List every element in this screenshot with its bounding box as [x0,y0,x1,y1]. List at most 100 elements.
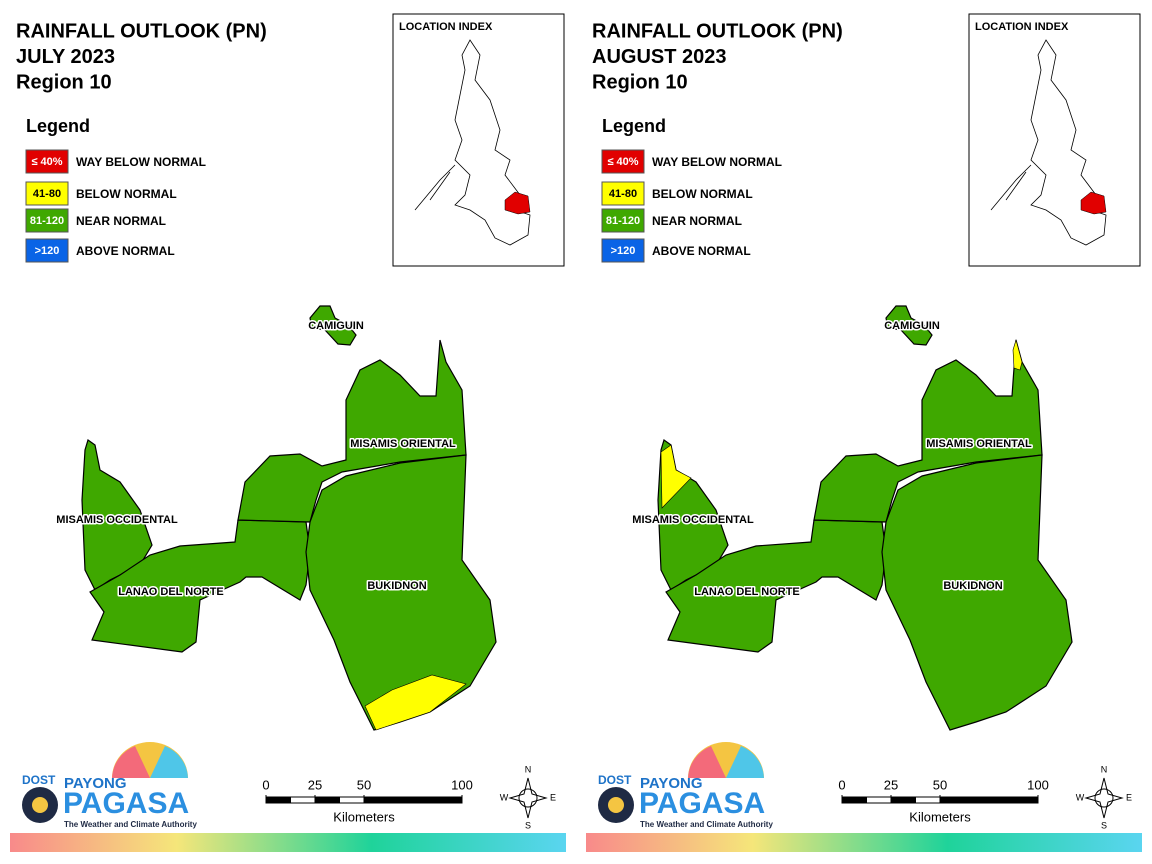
compass-ring [518,788,538,808]
legend-swatch [601,149,645,174]
legend-swatch [25,149,69,174]
scale-label: 50 [357,777,371,792]
index-title: LOCATION INDEX [975,21,1069,33]
index-region [504,191,531,215]
province [89,519,311,653]
legend-label: WAY BELOW NORMAL [76,155,206,169]
scale-segment [314,796,340,804]
umbrella-left [688,746,726,778]
logo-seal-inner [608,797,624,813]
scale-unit: Kilometers [333,809,395,824]
legend-label: BELOW NORMAL [652,187,753,201]
compass-letter: S [525,820,531,830]
scale-label: 0 [838,777,845,792]
logo-seal-inner [32,797,48,813]
scale-segment [290,796,316,804]
umbrella-left [112,746,150,778]
province [885,305,933,346]
legend-swatch [601,238,645,263]
legend-range: 81-120 [30,215,64,227]
title-line: Region 10 [16,71,112,93]
province-label: LANAO DEL NORTE [118,586,224,598]
scale-label: 50 [933,777,947,792]
scale-segment [841,796,867,804]
title-line: RAINFALL OUTLOOK (PN) [16,20,267,42]
compass-letter: E [550,792,556,802]
province-label: BUKIDNON [943,580,1002,592]
legend-label: WAY BELOW NORMAL [652,155,782,169]
compass-letter: W [1076,792,1085,802]
logo-agency: DOST [598,773,632,787]
province-label: BUKIDNON [367,580,426,592]
legend-label: NEAR NORMAL [652,214,742,228]
scale-segment [890,796,916,804]
legend-swatch [25,238,69,263]
logo-brand-top: PAYONG [640,775,703,792]
logo-brand: PAGASA [639,787,765,820]
scale-label: 25 [884,777,898,792]
index-title: LOCATION INDEX [399,21,493,33]
legend-label: ABOVE NORMAL [652,244,751,258]
logo-brand: PAGASA [63,787,189,820]
legend-swatch [601,181,645,206]
legend-range: 41-80 [33,188,61,200]
legend-range: 41-80 [609,188,637,200]
legend-title: Legend [26,116,90,136]
title-line: JULY 2023 [16,46,115,68]
color-band [10,833,566,852]
scale-unit: Kilometers [909,809,971,824]
legend-range: ≤ 40% [31,156,62,168]
legend-label: NEAR NORMAL [76,214,166,228]
below-normal-area [364,674,467,731]
logo-tagline: The Weather and Climate Authority [640,820,773,829]
province-label: MISAMIS ORIENTAL [350,438,456,450]
province [813,339,1043,523]
scale-segment [939,796,1039,804]
legend-range: >120 [611,245,636,257]
compass-letter: E [1126,792,1132,802]
scale-segment [339,796,365,804]
province [881,454,1073,731]
index-country [454,39,531,246]
below-normal-area [660,444,692,509]
compass-star [508,777,548,819]
province [237,339,467,523]
logo-brand-top: PAYONG [64,775,127,792]
legend-title: Legend [602,116,666,136]
legend-range: ≤ 40% [607,156,638,168]
index-islands [414,164,456,211]
panel: RAINFALL OUTLOOK (PN) AUGUST 2023 Region 1… [586,13,1142,852]
legend-swatch [601,208,645,233]
scale-label: 25 [308,777,322,792]
color-band [586,833,1142,852]
index-region [1080,191,1107,215]
compass-letter: N [525,764,532,774]
scale-segment [915,796,941,804]
scale-segment [265,796,291,804]
scale-label: 100 [1027,777,1049,792]
province-label: MISAMIS OCCIDENTAL [56,514,178,526]
panel: RAINFALL OUTLOOK (PN) JULY 2023 Region 10 L… [10,13,566,852]
title-line: AUGUST 2023 [592,46,727,68]
below-normal-area [1012,338,1023,371]
compass-letter: N [1101,764,1108,774]
legend-swatch [25,181,69,206]
umbrella-right [150,746,188,778]
title-line: Region 10 [592,71,688,93]
province-label: LANAO DEL NORTE [694,586,800,598]
province-label: CAMIGUIN [308,320,364,332]
legend-range: 81-120 [606,215,640,227]
umbrella-right [726,746,764,778]
scale-label: 0 [262,777,269,792]
compass-letter: S [1101,820,1107,830]
province [309,305,357,346]
legend-swatch [25,208,69,233]
scale-segment [866,796,892,804]
province [665,519,887,653]
province-label: MISAMIS ORIENTAL [926,438,1032,450]
legend-label: BELOW NORMAL [76,187,177,201]
compass-star [1084,777,1124,819]
compass-letter: W [500,792,509,802]
